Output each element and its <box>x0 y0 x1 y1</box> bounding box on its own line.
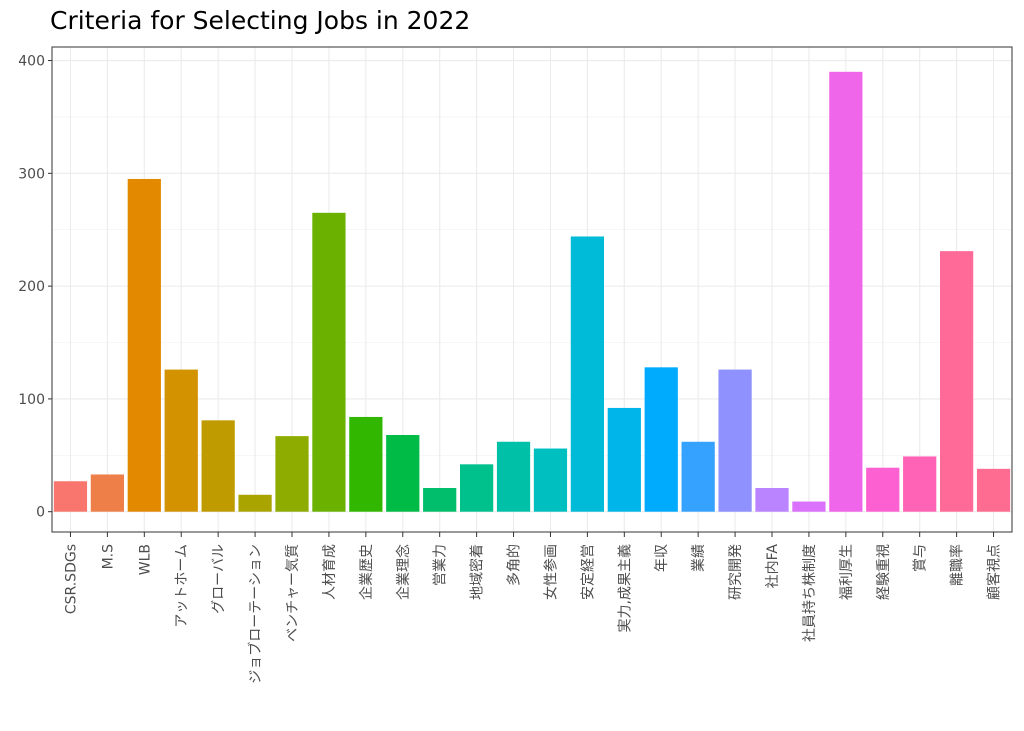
x-tick-label: ジョブローテーション <box>247 544 264 684</box>
x-tick-label: 福利厚生 <box>839 544 855 600</box>
chart-title: Criteria for Selecting Jobs in 2022 <box>50 6 471 35</box>
bar-19 <box>755 488 789 512</box>
bar-25 <box>976 468 1011 512</box>
x-tick-label: CSR.SDGs <box>63 544 79 614</box>
bar-7 <box>312 212 346 512</box>
x-tick-label: 多角的 <box>506 544 523 586</box>
bar-16 <box>644 367 678 512</box>
x-tick-label: 顧客視点 <box>986 544 1003 600</box>
y-tick-label: 200 <box>18 279 45 295</box>
bar-4 <box>201 420 235 512</box>
x-tick-label: 経験重視 <box>876 544 892 600</box>
x-tick-label: 業績 <box>691 544 707 572</box>
bar-1 <box>90 474 124 512</box>
bar-11 <box>460 464 494 512</box>
bar-9 <box>386 435 420 512</box>
bar-23 <box>903 456 937 512</box>
bar-10 <box>423 488 457 512</box>
x-tick-label: 年収 <box>654 544 670 572</box>
bar-5 <box>238 494 272 512</box>
x-tick-label: グローバル <box>211 544 227 614</box>
x-tick-label: 離職率 <box>949 544 966 586</box>
y-tick-label: 0 <box>36 505 45 521</box>
x-tick-label: アットホーム <box>174 544 190 628</box>
bar-8 <box>349 416 383 512</box>
bar-12 <box>496 441 531 512</box>
bar-3 <box>164 369 198 512</box>
x-tick-label: M.S <box>100 544 116 570</box>
bar-22 <box>866 467 900 512</box>
bar-24 <box>940 251 974 512</box>
y-tick-label: 100 <box>18 392 45 408</box>
bar-0 <box>53 481 88 512</box>
x-tick-label: 人材育成 <box>322 544 338 600</box>
bar-14 <box>570 236 604 512</box>
bar-6 <box>275 436 309 512</box>
x-tick-label: 企業歴史 <box>358 544 375 600</box>
x-tick-label: 営業力 <box>433 544 449 586</box>
bar-18 <box>718 369 752 512</box>
x-tick-label: 社内FA <box>765 544 781 589</box>
y-tick-label: 300 <box>18 166 45 182</box>
bar-21 <box>829 71 863 512</box>
x-tick-label: 企業理念 <box>395 544 412 600</box>
x-tick-label: 安定経営 <box>580 544 596 600</box>
x-tick-label: 研究開発 <box>728 544 744 600</box>
x-tick-label: 賞与 <box>913 544 929 572</box>
x-tick-label: 社員持ち株制度 <box>802 544 818 642</box>
bar-15 <box>607 407 641 512</box>
x-tick-label: ベンチャー気質 <box>285 544 301 642</box>
x-tick-label: 女性参画 <box>542 544 559 600</box>
x-tick-label: 実力,成果主義 <box>616 544 633 632</box>
x-tick-label: 地域密着 <box>469 544 486 600</box>
y-tick-label: 400 <box>18 54 45 70</box>
x-tick-label: WLB <box>137 544 153 575</box>
bar-20 <box>792 501 826 512</box>
panel-border <box>51 46 1013 533</box>
bar-13 <box>533 448 568 512</box>
bar-2 <box>127 178 161 512</box>
bar-17 <box>681 441 715 512</box>
